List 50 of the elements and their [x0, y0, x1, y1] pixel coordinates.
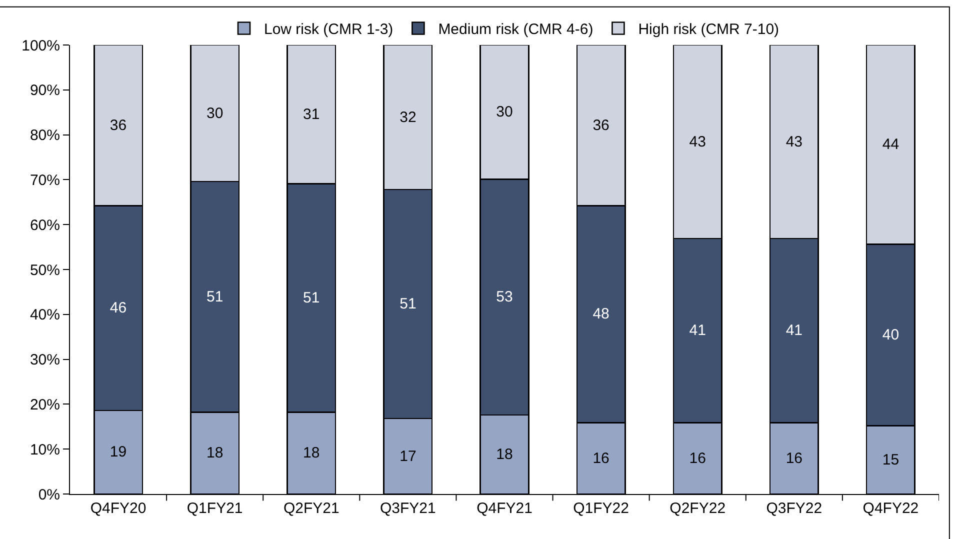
data-label: 46	[110, 300, 127, 317]
y-tick-label: 90%	[30, 82, 60, 100]
y-tick-label: 20%	[30, 396, 60, 414]
legend-label: Medium risk (CMR 4-6)	[438, 21, 594, 38]
data-label: 36	[110, 116, 127, 134]
data-label: 16	[786, 450, 803, 467]
data-label: 51	[400, 296, 416, 313]
y-tick-label: 80%	[30, 127, 60, 144]
data-label: 15	[882, 451, 900, 468]
data-label: 30	[206, 104, 224, 122]
x-tick-label: Q4FY20	[90, 500, 146, 517]
x-tick-label: Q3FY21	[380, 500, 436, 517]
data-label: 18	[303, 444, 320, 462]
data-label: 19	[110, 444, 127, 461]
data-label: 16	[592, 450, 610, 467]
data-label: 40	[882, 326, 900, 344]
y-tick-label: 0%	[38, 486, 60, 504]
data-label: 43	[689, 133, 706, 150]
y-tick-label: 10%	[30, 441, 60, 458]
data-label: 53	[496, 288, 513, 306]
data-label: 41	[786, 322, 803, 340]
y-tick-label: 50%	[30, 262, 60, 279]
data-label: 51	[206, 288, 224, 306]
x-tick-label: Q4FY22	[862, 500, 919, 517]
data-label: 18	[496, 446, 513, 463]
y-tick-label: 40%	[30, 306, 60, 324]
data-label: 17	[400, 448, 416, 465]
data-label: 36	[592, 116, 610, 134]
x-tick-label: Q3FY22	[766, 500, 822, 517]
data-label: 51	[303, 290, 320, 307]
data-label: 16	[689, 450, 706, 467]
y-tick-label: 30%	[30, 352, 60, 369]
data-label: 30	[496, 104, 513, 121]
legend-label: High risk (CMR 7-10)	[638, 21, 780, 38]
data-label: 48	[592, 306, 610, 323]
x-tick-label: Q2FY22	[670, 500, 726, 517]
x-tick-label: Q1FY22	[573, 500, 629, 517]
data-label: 31	[303, 106, 320, 123]
data-label: 18	[206, 444, 224, 462]
y-tick-label: 70%	[30, 172, 60, 189]
x-tick-label: Q4FY21	[476, 500, 532, 517]
data-label: 44	[882, 136, 900, 154]
legend-label: Low risk (CMR 1-3)	[264, 21, 394, 38]
y-tick-label: 100%	[22, 37, 60, 54]
data-label: 43	[786, 133, 803, 150]
data-label: 32	[400, 108, 416, 126]
x-tick-label: Q2FY21	[283, 500, 340, 517]
x-tick-label: Q1FY21	[186, 500, 243, 517]
data-label: 41	[689, 322, 706, 340]
y-tick-label: 60%	[30, 216, 60, 234]
